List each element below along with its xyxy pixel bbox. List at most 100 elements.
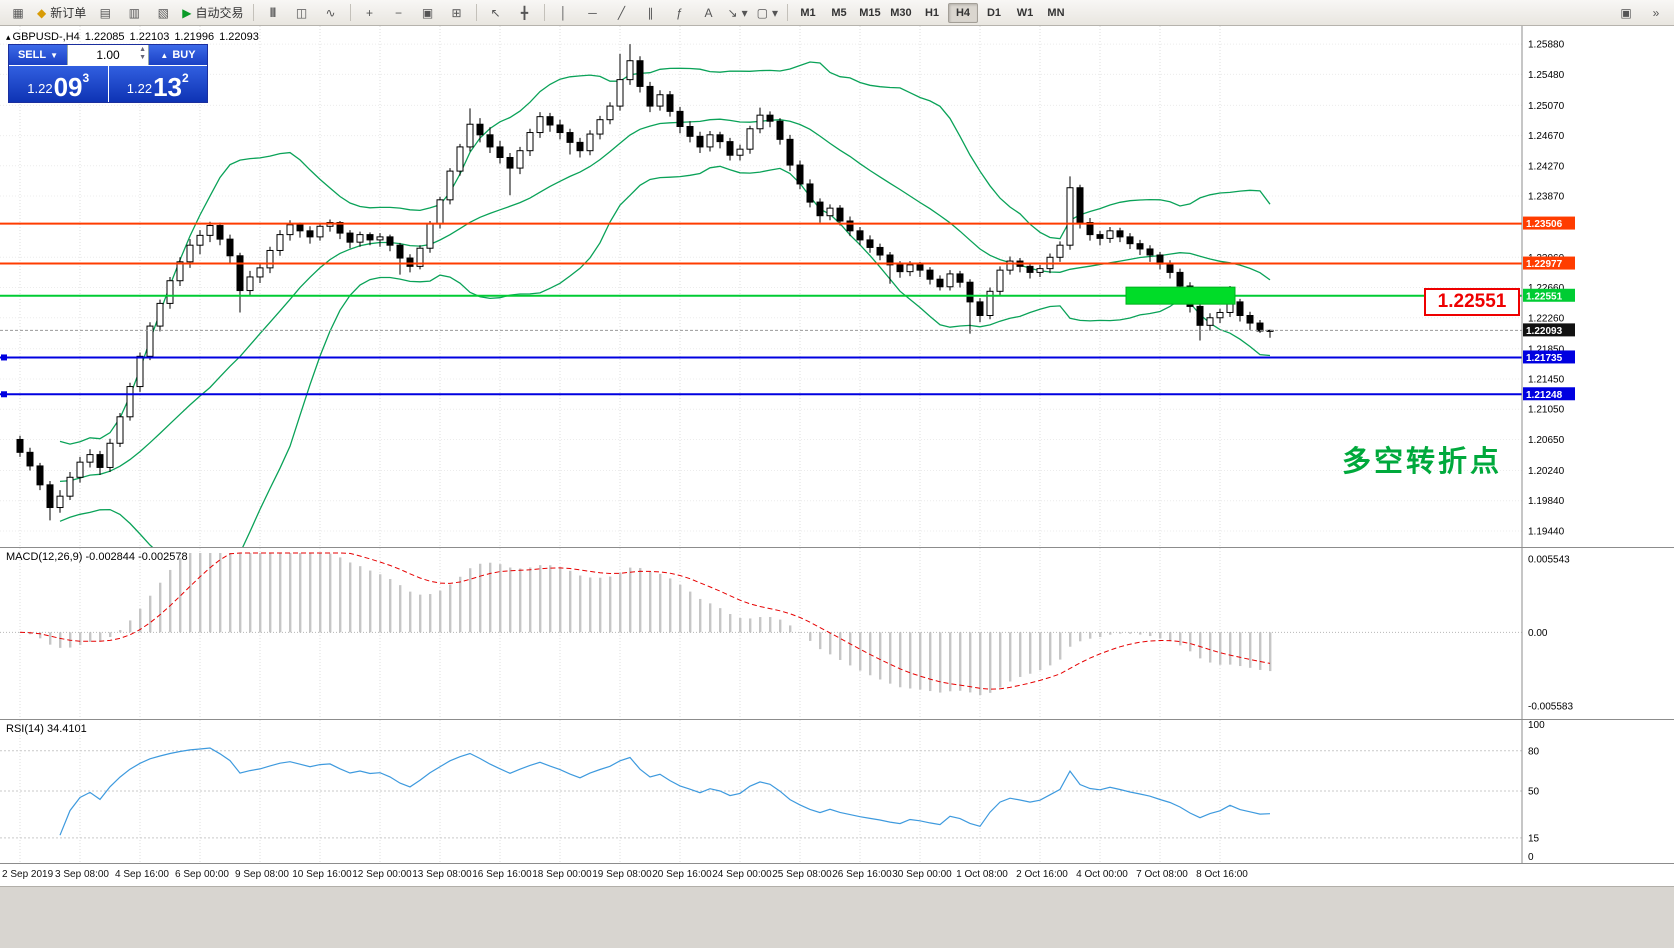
buy-label: BUY [172,49,196,61]
chart-window-button[interactable]: ▣ [1612,2,1640,24]
new-order-label: 新订单 [50,6,87,20]
toolbar-separator [475,4,477,21]
price-tag [1523,256,1575,270]
lot-size-input[interactable]: 1.00 ▲ ▼ [67,45,149,65]
buy-price-pips: 13 [153,71,183,102]
svg-text:1.23506: 1.23506 [1526,219,1563,230]
autotrading-label: 自动交易 [195,6,244,20]
candlestick-chart-button[interactable]: ◫ [288,2,316,24]
bollinger-upper-line [59,61,1271,445]
crosshair-icon: ╋ [520,5,529,20]
timeframe-h4-button[interactable]: H4 [947,2,978,23]
svg-text:1.22660: 1.22660 [1528,283,1565,294]
timeframe-w1-button[interactable]: W1 [1016,6,1034,19]
macd-name: MACD(12,26,9) [6,551,83,563]
zoom-in-icon: + [365,5,373,20]
svg-text:1.19840: 1.19840 [1528,496,1565,507]
data-window-button[interactable]: ▥ [120,2,148,24]
lot-increase-button[interactable]: ▲ [139,46,146,53]
time-label: 18 Sep 00:00 [532,869,592,880]
shapes-icon: ▢ [756,5,768,20]
sell-price-pips: 09 [53,71,83,102]
ohlc-low: 1.21996 [174,31,215,43]
timeframe-mn-button[interactable]: MN [1047,6,1065,19]
buy-button[interactable]: 1.22 13 2 [108,66,207,102]
svg-text:1.23870: 1.23870 [1528,192,1565,203]
horizontal-line-button[interactable]: ─ [579,2,607,24]
arrow-tool-button[interactable]: ↘ ▾ [724,2,752,24]
chart-note-text[interactable]: 多空转折点 [1342,446,1503,478]
timeframe-m5-button[interactable]: M5 [831,6,847,19]
toolbar-separator [543,4,545,21]
chart-window-icon: ▣ [1620,5,1632,20]
time-label: 8 Oct 16:00 [1196,869,1248,880]
new-order-button[interactable]: ◆ 新订单 [33,2,90,24]
ohlc-open: 1.22085 [84,31,125,43]
svg-text:1.21050: 1.21050 [1528,405,1565,416]
hline-handle[interactable] [1,391,7,398]
new-chart-icon: ▦ [12,5,24,20]
trendline-button[interactable]: ╱ [608,2,636,24]
bar-chart-button[interactable]: ||| [259,2,287,24]
time-label: 4 Sep 16:00 [115,869,169,880]
auto-arrange-button[interactable]: ▣ [414,2,442,24]
price-callout-box[interactable]: 1.22551 [1424,288,1520,316]
svg-text:80: 80 [1528,746,1540,757]
zoom-out-button[interactable]: − [385,2,413,24]
timeframe-d1-button[interactable]: D1 [986,6,1001,19]
line-chart-icon: ∿ [325,5,336,20]
zoom-in-button[interactable]: + [356,2,384,24]
fibonacci-icon: ƒ [676,5,683,20]
sell-header-button[interactable]: SELL ▼ [9,45,67,65]
toolbar-options-button[interactable]: » [1642,2,1670,24]
hline-handle[interactable] [1,354,7,361]
timeframe-m15-button[interactable]: M15 [859,6,881,19]
main-chart-canvas[interactable]: 1.25880 1.25480 1.25070 1.24670 1.24270 1.238… [0,26,1674,547]
arrow-tool-icon: ↘ [727,5,738,20]
navigator-button[interactable]: ▧ [149,2,177,24]
price-tag [1523,216,1575,230]
time-axis[interactable]: 2 Sep 2019 3 Sep 08:00 4 Sep 16:00 6 Sep 00… [0,863,1674,886]
macd-label: MACD(12,26,9) -0.002844 -0.002578 [6,551,188,563]
crosshair-button[interactable]: ╋ [511,2,539,24]
buy-price-main: 1.22 [126,81,153,96]
horizontal-line-icon: ─ [588,5,597,20]
shapes-button[interactable]: ▢ ▾ [753,2,782,24]
rsi-name: RSI(14) [6,723,44,735]
rsi-indicator-canvas[interactable]: 100 80 50 15 0 [0,719,1674,863]
autotrading-button[interactable]: ▶ 自动交易 [178,2,247,24]
svg-text:0: 0 [1528,852,1534,863]
cursor-button[interactable]: ↖ [482,2,510,24]
macd-indicator-canvas[interactable]: 0.005543 0.00 -0.005583 [0,547,1674,719]
time-label: 6 Sep 00:00 [175,869,229,880]
svg-text:1.22260: 1.22260 [1528,313,1565,324]
chevron-down-icon: ▾ [741,5,748,20]
ohlc-high: 1.22103 [129,31,170,43]
timeframe-h1-button[interactable]: H1 [924,6,939,19]
candles [16,44,1274,521]
sell-button[interactable]: 1.22 09 3 [9,66,108,102]
market-watch-button[interactable]: ▤ [91,2,119,24]
text-tool-button[interactable]: A [695,2,723,24]
grid-button[interactable]: ⊞ [443,2,471,24]
price-tag [1523,387,1575,401]
lot-value: 1.00 [96,48,120,62]
fibonacci-button[interactable]: ƒ [666,2,694,24]
timeframe-m30-button[interactable]: M30 [890,6,912,19]
svg-text:0.005543: 0.005543 [1528,555,1570,566]
chart-symbol-label: ▴ GBPUSD-,H4 1.22085 1.22103 1.21996 1.22093 [6,31,264,43]
timeframe-m1-button[interactable]: M1 [800,6,816,19]
channel-button[interactable]: ∥ [637,2,665,24]
time-label: 13 Sep 08:00 [412,869,472,880]
vertical-line-button[interactable]: │ [550,2,578,24]
highlight-rectangle[interactable] [1125,286,1236,305]
sell-price-point: 3 [82,71,90,85]
one-click-trading-panel: SELL ▼ 1.00 ▲ ▼ ▲ BUY 1.22 09 3 1.22 13 2 [8,44,208,103]
line-chart-button[interactable]: ∿ [317,2,345,24]
time-label: 24 Sep 00:00 [712,869,772,880]
macd-histogram [19,553,1272,695]
lot-decrease-button[interactable]: ▼ [139,54,146,61]
new-chart-button[interactable]: ▦ [4,2,32,24]
ohlc-close: 1.22093 [219,31,259,43]
buy-header-button[interactable]: ▲ BUY [149,45,207,65]
